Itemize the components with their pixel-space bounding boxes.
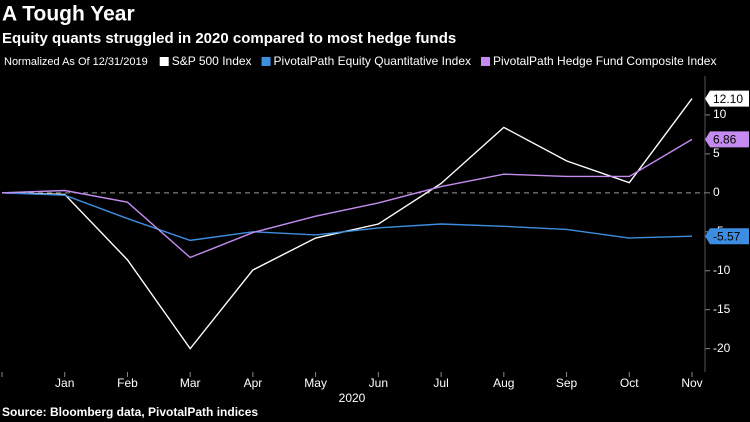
x-tick-label: Nov [681,376,702,390]
y-tick-label: 5 [713,146,720,160]
legend-swatch [261,57,271,66]
y-tick-label: 10 [713,107,727,121]
x-axis-label: 2020 [339,391,366,405]
end-label: -5.57 [713,229,741,243]
x-tick-label: Jan [55,376,74,390]
end-label: 6.86 [713,133,737,147]
legend-label: PivotalPath Equity Quantitative Index [274,54,471,68]
chart-subtitle: Equity quants struggled in 2020 compared… [2,30,456,47]
x-tick-label: Aug [493,376,514,390]
legend-swatch [481,57,490,66]
end-label: 12.10 [713,92,743,106]
x-tick-label: Jul [433,376,448,390]
x-tick-label: Mar [180,376,201,390]
x-tick-label: Jun [369,376,388,390]
y-tick-label: -10 [713,263,731,277]
x-tick-label: Oct [620,376,639,390]
y-tick-label: -15 [713,302,731,316]
chart-title: A Tough Year [2,3,135,26]
series-line [1,138,693,259]
source: Source: Bloomberg data, PivotalPath indi… [2,405,258,419]
y-tick-label: -20 [713,341,731,355]
x-tick-label: May [304,376,327,390]
x-tick-label: Apr [244,376,263,390]
y-tick-label: 0 [713,185,720,199]
x-tick-label: Sep [556,376,578,390]
end-label-box [705,90,749,107]
legend-swatch [159,57,169,66]
legend-title: Normalized As Of 12/31/2019 [4,56,148,68]
end-label-box [705,131,749,148]
legend-label: PivotalPath Hedge Fund Composite Index [493,54,716,68]
end-label-box [705,228,749,245]
legend-label: S&P 500 Index [172,54,252,68]
series-line [1,192,693,242]
x-tick-label: Feb [117,376,138,390]
